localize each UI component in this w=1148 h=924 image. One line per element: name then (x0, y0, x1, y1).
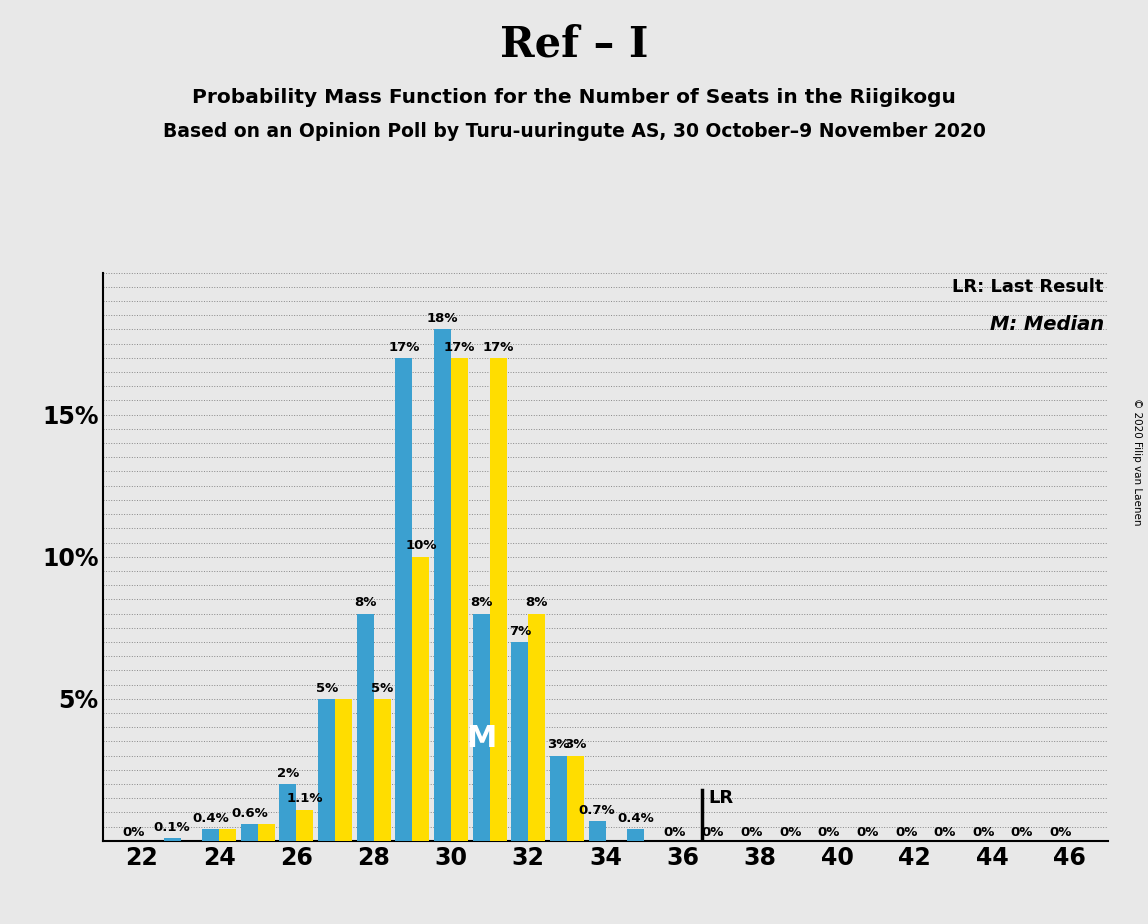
Text: 0%: 0% (779, 826, 801, 839)
Bar (550, 756, 567, 841)
Text: 0%: 0% (933, 826, 956, 839)
Text: 0%: 0% (817, 826, 840, 839)
Text: M: M (466, 724, 496, 753)
Text: 5%: 5% (316, 682, 338, 695)
Text: 5%: 5% (371, 682, 394, 695)
Text: 0%: 0% (701, 826, 724, 839)
Text: 2%: 2% (277, 767, 300, 780)
Text: 18%: 18% (427, 312, 458, 325)
Text: 8%: 8% (526, 596, 548, 609)
Text: 0%: 0% (1049, 826, 1072, 839)
Bar (279, 784, 296, 841)
Text: 0%: 0% (1011, 826, 1033, 839)
Text: 0.4%: 0.4% (618, 812, 654, 825)
Text: 8%: 8% (354, 596, 377, 609)
Bar (258, 824, 274, 841)
Text: 17%: 17% (444, 341, 475, 354)
Text: 0%: 0% (856, 826, 878, 839)
Bar (490, 358, 506, 841)
Bar (451, 358, 468, 841)
Text: LR: LR (708, 789, 734, 808)
Bar (528, 614, 545, 841)
Bar (412, 556, 429, 841)
Text: 3%: 3% (548, 738, 569, 751)
Bar (318, 699, 335, 841)
Text: 0%: 0% (972, 826, 994, 839)
Bar (589, 821, 606, 841)
Text: Probability Mass Function for the Number of Seats in the Riigikogu: Probability Mass Function for the Number… (192, 88, 956, 107)
Text: 0.7%: 0.7% (579, 804, 615, 817)
Text: 8%: 8% (470, 596, 492, 609)
Text: Based on an Opinion Poll by Turu-uuringute AS, 30 October–9 November 2020: Based on an Opinion Poll by Turu-uuringu… (163, 122, 985, 141)
Bar (627, 830, 644, 841)
Text: 0.6%: 0.6% (231, 807, 267, 820)
Text: 17%: 17% (482, 341, 514, 354)
Text: 0%: 0% (123, 826, 145, 839)
Text: 0%: 0% (664, 826, 685, 839)
Text: 3%: 3% (565, 738, 587, 751)
Text: 10%: 10% (405, 540, 436, 553)
Text: Ref – I: Ref – I (499, 23, 649, 65)
Bar (567, 756, 584, 841)
Text: 0%: 0% (740, 826, 762, 839)
Bar (434, 329, 451, 841)
Text: M: Median: M: Median (990, 315, 1104, 334)
Text: 1.1%: 1.1% (287, 792, 324, 806)
Bar (296, 809, 313, 841)
Bar (511, 642, 528, 841)
Text: 0.4%: 0.4% (193, 812, 230, 825)
Text: 0.1%: 0.1% (154, 821, 191, 833)
Bar (335, 699, 352, 841)
Bar (202, 830, 219, 841)
Bar (357, 614, 374, 841)
Bar (241, 824, 258, 841)
Bar (219, 830, 236, 841)
Bar (395, 358, 412, 841)
Bar (473, 614, 490, 841)
Bar (164, 838, 180, 841)
Text: 0%: 0% (895, 826, 917, 839)
Text: © 2020 Filip van Laenen: © 2020 Filip van Laenen (1132, 398, 1141, 526)
Text: 7%: 7% (509, 625, 530, 638)
Text: LR: Last Result: LR: Last Result (953, 278, 1104, 297)
Bar (374, 699, 390, 841)
Text: 17%: 17% (388, 341, 419, 354)
